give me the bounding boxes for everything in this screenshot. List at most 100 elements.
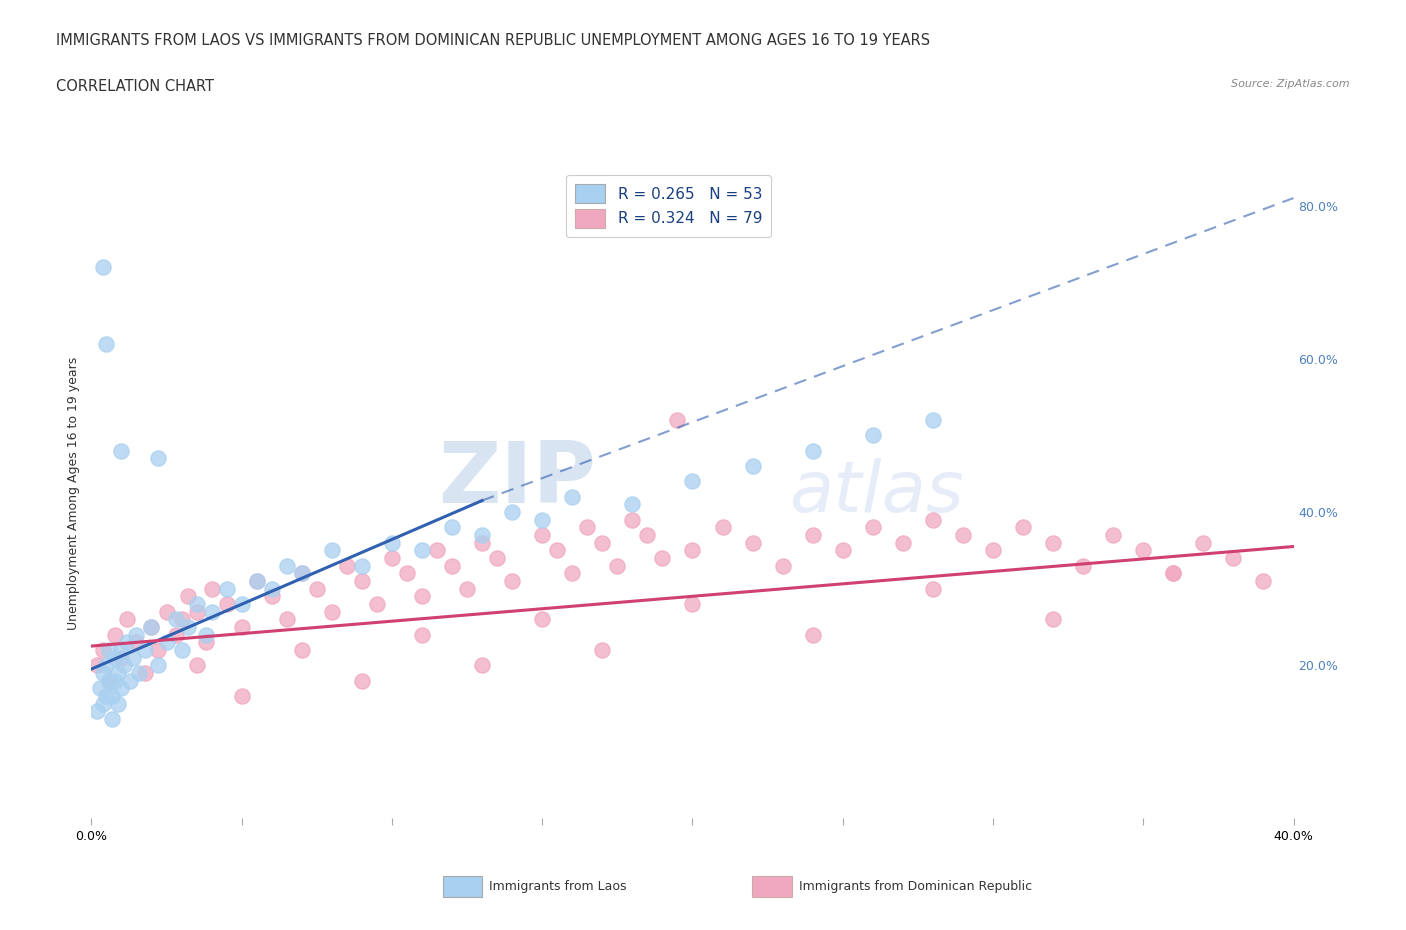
Point <box>531 512 554 527</box>
Point <box>89 681 111 696</box>
Point <box>125 635 148 650</box>
Point <box>922 581 945 596</box>
Point <box>440 520 463 535</box>
Point <box>411 543 433 558</box>
Point <box>134 643 156 658</box>
Point <box>291 565 314 580</box>
Point <box>952 527 974 542</box>
Point <box>831 543 853 558</box>
Point <box>1071 558 1094 573</box>
Point <box>486 551 509 565</box>
Point <box>101 711 124 726</box>
Point <box>801 627 824 642</box>
Point <box>215 581 238 596</box>
Point <box>125 627 148 642</box>
Point <box>141 619 163 634</box>
Legend: R = 0.265   N = 53, R = 0.324   N = 79: R = 0.265 N = 53, R = 0.324 N = 79 <box>565 175 772 237</box>
Point <box>305 581 328 596</box>
Y-axis label: Unemployment Among Ages 16 to 19 years: Unemployment Among Ages 16 to 19 years <box>67 356 80 630</box>
Point <box>862 520 884 535</box>
Point <box>114 658 136 672</box>
Point <box>146 658 169 672</box>
Point <box>186 658 208 672</box>
Text: Immigrants from Dominican Republic: Immigrants from Dominican Republic <box>799 880 1032 893</box>
Point <box>1042 612 1064 627</box>
Point <box>1253 574 1275 589</box>
Point <box>1012 520 1035 535</box>
Point <box>1102 527 1125 542</box>
Point <box>110 650 132 665</box>
Point <box>98 673 121 688</box>
Point <box>681 543 703 558</box>
Point <box>801 444 824 458</box>
Point <box>104 673 127 688</box>
Point <box>621 512 644 527</box>
Point <box>501 505 523 520</box>
Point <box>321 604 343 619</box>
Point <box>246 574 269 589</box>
Point <box>772 558 794 573</box>
Point <box>117 635 139 650</box>
Point <box>134 666 156 681</box>
Point <box>176 589 198 604</box>
Point <box>591 643 613 658</box>
Point <box>862 428 884 443</box>
Point <box>155 635 177 650</box>
Point <box>104 627 127 642</box>
Text: atlas: atlas <box>789 458 963 527</box>
Point <box>107 666 129 681</box>
Point <box>110 643 132 658</box>
Point <box>471 527 494 542</box>
Point <box>741 536 763 551</box>
Point <box>501 574 523 589</box>
Point <box>231 596 253 611</box>
Point <box>891 536 914 551</box>
Point <box>440 558 463 573</box>
Point <box>98 673 121 688</box>
Text: ZIP: ZIP <box>439 438 596 522</box>
Point <box>1222 551 1244 565</box>
Point <box>117 612 139 627</box>
Point <box>276 612 298 627</box>
Point <box>201 604 224 619</box>
Point <box>381 551 404 565</box>
Point <box>291 565 314 580</box>
Point <box>411 589 433 604</box>
Point <box>93 259 115 274</box>
Point <box>471 658 494 672</box>
Text: Source: ZipAtlas.com: Source: ZipAtlas.com <box>1232 79 1350 89</box>
Point <box>471 536 494 551</box>
Point <box>107 696 129 711</box>
Point <box>546 543 568 558</box>
Point <box>456 581 478 596</box>
Point <box>591 536 613 551</box>
Point <box>231 688 253 703</box>
Point <box>561 489 583 504</box>
Point <box>146 451 169 466</box>
Point <box>366 596 388 611</box>
Point <box>155 604 177 619</box>
Point <box>104 650 127 665</box>
Point <box>110 444 132 458</box>
Point <box>1161 565 1184 580</box>
Point <box>681 474 703 489</box>
Point <box>86 658 108 672</box>
Point <box>681 596 703 611</box>
Point <box>531 612 554 627</box>
Point <box>93 696 115 711</box>
Point <box>321 543 343 558</box>
Point <box>215 596 238 611</box>
Point <box>246 574 269 589</box>
Point <box>666 413 689 428</box>
Text: Immigrants from Laos: Immigrants from Laos <box>489 880 627 893</box>
Point <box>561 565 583 580</box>
Point <box>711 520 734 535</box>
Point <box>101 688 124 703</box>
Point <box>276 558 298 573</box>
Point <box>350 574 373 589</box>
Point <box>146 643 169 658</box>
Point <box>1161 565 1184 580</box>
Point <box>1042 536 1064 551</box>
Point <box>186 596 208 611</box>
Point <box>122 650 145 665</box>
